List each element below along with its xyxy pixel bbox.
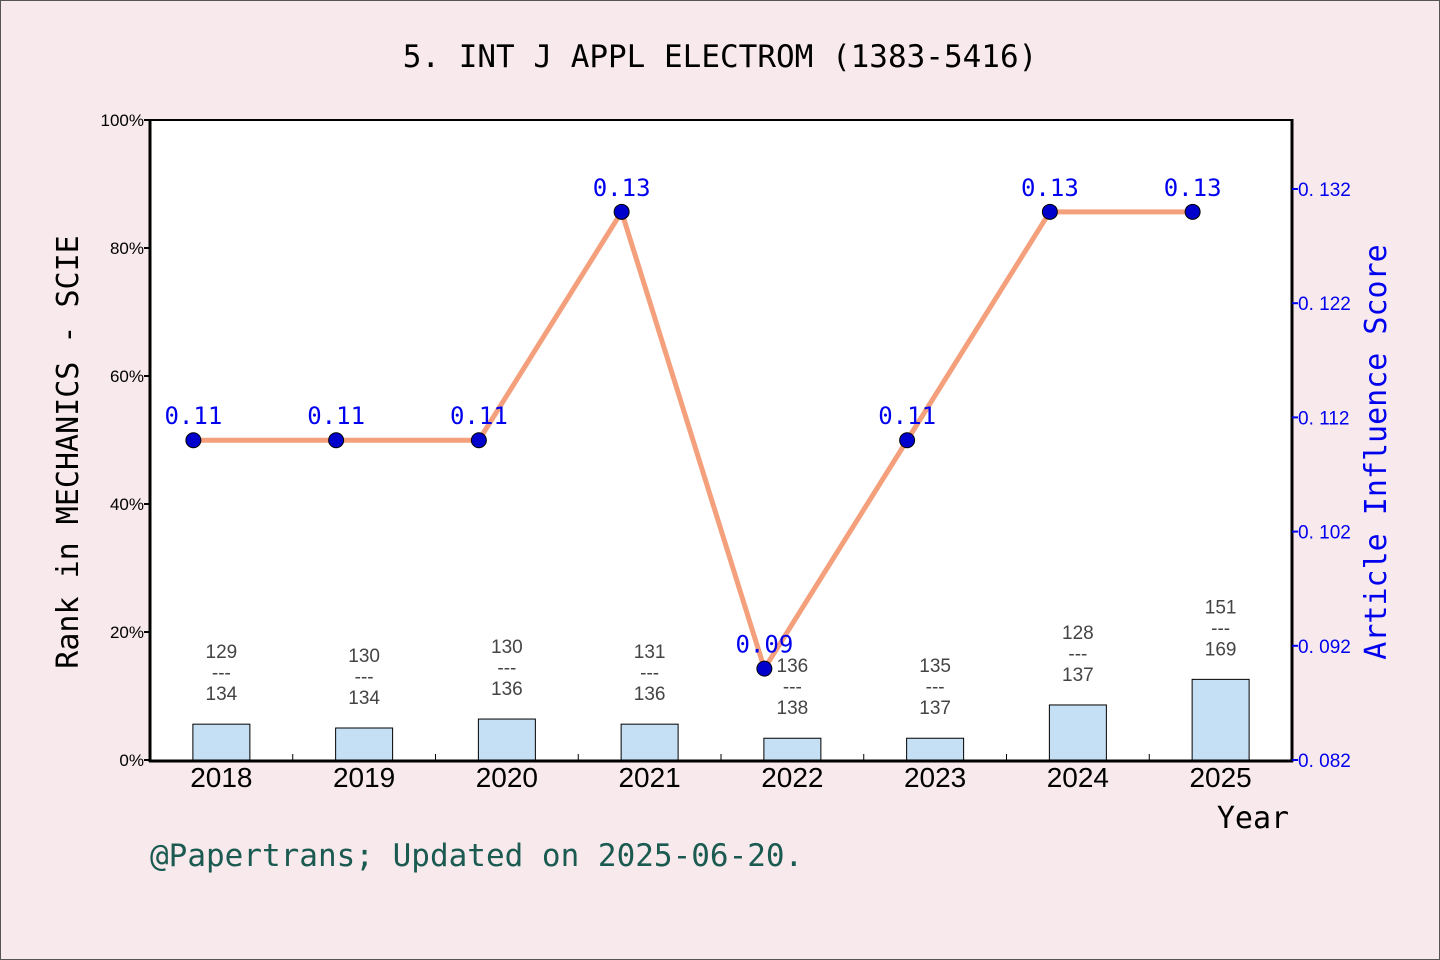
rank-bar: [763, 737, 822, 761]
rank-label: 128: [1062, 623, 1094, 644]
rank-label: 131: [634, 642, 666, 663]
total-label: 134: [206, 684, 238, 705]
rank-label: 151: [1205, 597, 1237, 618]
rank-label: 130: [348, 646, 380, 667]
x-tick-label: 2020: [476, 762, 538, 793]
rank-separator: ---: [497, 658, 516, 679]
x-tick-label: 2025: [1189, 762, 1251, 793]
ais-value-label: 0.13: [1164, 174, 1222, 202]
total-label: 169: [1205, 639, 1237, 660]
x-tick-label: 2018: [190, 762, 252, 793]
right-tick-label: 0. 082: [1298, 751, 1351, 772]
right-tick-label: 0. 092: [1298, 637, 1351, 658]
ais-point: [899, 432, 916, 449]
left-tick-label: 0%: [119, 751, 144, 770]
left-tick-label: 20%: [110, 623, 144, 642]
x-tick-label: 2023: [904, 762, 966, 793]
rank-bar: [477, 718, 536, 761]
x-tick-label: 2024: [1047, 762, 1109, 793]
rank-bar: [1048, 704, 1107, 761]
right-tick-label: 0. 102: [1298, 523, 1351, 544]
left-tick-label: 80%: [110, 239, 144, 258]
left-tick-label: 40%: [110, 495, 144, 514]
rank-separator: ---: [355, 667, 374, 688]
ais-value-label: 0.09: [735, 631, 793, 659]
ais-line: [193, 209, 1193, 672]
left-tick-label: 60%: [110, 367, 144, 386]
rank-separator: ---: [212, 663, 231, 684]
ais-value-label: 0.13: [1021, 174, 1079, 202]
rank-label: 129: [206, 642, 238, 663]
rank-separator: ---: [1211, 618, 1230, 639]
rank-separator: ---: [926, 677, 945, 698]
x-axis-label: Year: [1217, 801, 1289, 836]
ais-value-label: 0.11: [450, 402, 508, 430]
rank-label: 135: [919, 656, 951, 677]
rank-bar: [1191, 678, 1250, 761]
total-label: 137: [919, 698, 951, 719]
total-label: 134: [348, 688, 380, 709]
ais-point: [185, 432, 202, 449]
right-tick-label: 0. 112: [1298, 408, 1349, 429]
rank-separator: ---: [783, 677, 802, 698]
rank-bar: [335, 727, 394, 761]
rank-label: 130: [491, 637, 523, 658]
ais-point: [756, 660, 773, 677]
rank-bar: [192, 723, 251, 761]
total-label: 136: [491, 679, 523, 700]
chart-title: 5. INT J APPL ELECTROM (1383-5416): [403, 39, 1038, 75]
ais-value-label: 0.13: [593, 174, 651, 202]
ais-point: [1041, 203, 1058, 220]
right-tick-label: 0. 132: [1298, 180, 1351, 201]
ais-value-label: 0.11: [164, 402, 222, 430]
total-label: 138: [777, 698, 809, 719]
ais-value-label: 0.11: [307, 402, 365, 430]
rank-separator: ---: [1068, 644, 1087, 665]
ais-point: [1184, 203, 1201, 220]
ais-point: [328, 432, 345, 449]
rank-bar: [620, 723, 679, 761]
left-axis-label: Rank in MECHANICS - SCIE: [51, 235, 86, 668]
x-tick-label: 2021: [618, 762, 680, 793]
x-tick-label: 2022: [761, 762, 823, 793]
total-label: 137: [1062, 665, 1094, 686]
left-tick-label: 100%: [101, 111, 144, 130]
ais-value-label: 0.11: [878, 402, 936, 430]
rank-separator: ---: [640, 663, 659, 684]
right-axis-label: Article Influence Score: [1359, 244, 1394, 659]
x-tick-label: 2019: [333, 762, 395, 793]
total-label: 136: [634, 684, 666, 705]
ais-point: [470, 432, 487, 449]
rank-bar: [906, 737, 965, 761]
right-tick-label: 0. 122: [1298, 294, 1351, 315]
rank-label: 136: [777, 656, 809, 677]
ais-point: [613, 203, 630, 220]
footnote: @Papertrans; Updated on 2025-06-20.: [150, 838, 803, 874]
